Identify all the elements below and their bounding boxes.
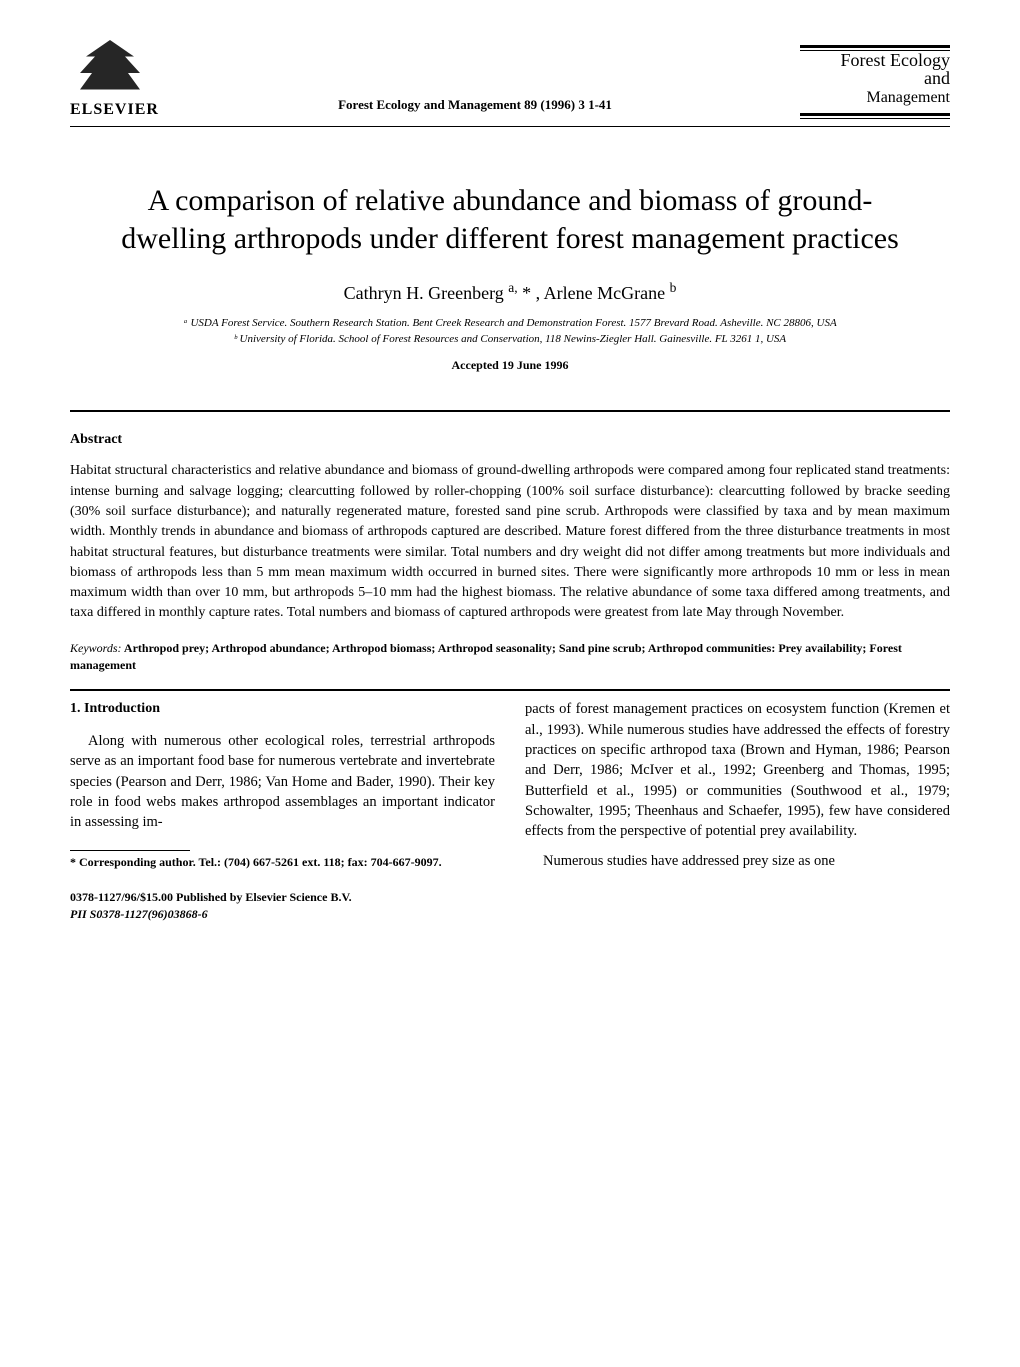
elsevier-logo: ELSEVIER <box>70 40 150 120</box>
affiliation-a: ᵃ USDA Forest Service. Southern Research… <box>120 316 900 331</box>
affiliation-b: ᵇ University of Florida. School of Fores… <box>120 332 900 347</box>
right-column: pacts of forest management practices on … <box>525 699 950 922</box>
abstract-heading: Abstract <box>70 430 950 450</box>
journal-logo: Forest Ecology and Management <box>800 41 950 119</box>
authors: Cathryn H. Greenberg a, * , Arlene McGra… <box>70 279 950 306</box>
footnote-rule <box>70 850 190 851</box>
journal-name-line3: Management <box>800 87 950 109</box>
article-title: A comparison of relative abundance and b… <box>110 182 910 257</box>
header-rule <box>70 126 950 127</box>
header: ELSEVIER Forest Ecology and Management 8… <box>70 40 950 120</box>
section-rule-2 <box>70 689 950 691</box>
accepted-date: Accepted 19 June 1996 <box>70 357 950 374</box>
body-columns: 1. Introduction Along with numerous othe… <box>70 699 950 922</box>
corresponding-author-footnote: * Corresponding author. Tel.: (704) 667-… <box>70 855 495 871</box>
affiliations: ᵃ USDA Forest Service. Southern Research… <box>120 316 900 347</box>
keywords-label: Keywords: <box>70 641 122 655</box>
journal-reference: Forest Ecology and Management 89 (1996) … <box>150 96 800 114</box>
copyright-line2: PII S0378-1127(96)03868-6 <box>70 907 208 921</box>
intro-heading: 1. Introduction <box>70 699 495 719</box>
section-rule <box>70 410 950 412</box>
intro-right-para1: pacts of forest management practices on … <box>525 699 950 841</box>
publisher-name: ELSEVIER <box>70 99 150 121</box>
intro-left-para: Along with numerous other ecological rol… <box>70 731 495 832</box>
abstract-text: Habitat structural characteristics and r… <box>70 461 950 623</box>
keywords: Keywords: Arthropod prey; Arthropod abun… <box>70 640 950 674</box>
keywords-text: Arthropod prey; Arthropod abundance; Art… <box>70 641 902 672</box>
journal-name-line2: and <box>800 69 950 87</box>
copyright-block: 0378-1127/96/$15.00 Published by Elsevie… <box>70 889 495 923</box>
copyright-line1: 0378-1127/96/$15.00 Published by Elsevie… <box>70 890 352 904</box>
journal-name-line1: Forest Ecology <box>800 51 950 69</box>
intro-right-para2: Numerous studies have addressed prey siz… <box>525 851 950 871</box>
tree-icon <box>80 40 140 95</box>
left-column: 1. Introduction Along with numerous othe… <box>70 699 495 922</box>
